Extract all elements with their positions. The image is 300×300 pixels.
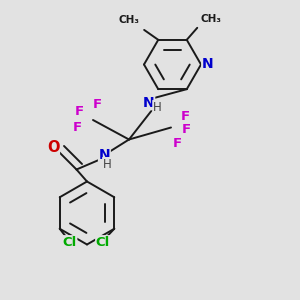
Text: F: F [93, 98, 102, 111]
Text: N: N [202, 57, 213, 71]
Text: H: H [103, 158, 112, 171]
Text: F: F [75, 105, 84, 118]
Text: F: F [181, 110, 190, 123]
Text: H: H [153, 100, 162, 114]
Text: N: N [99, 148, 110, 162]
Text: CH₃: CH₃ [118, 15, 139, 26]
Text: F: F [182, 123, 191, 136]
Text: Cl: Cl [62, 236, 77, 249]
Text: CH₃: CH₃ [200, 14, 221, 24]
Text: F: F [173, 136, 182, 150]
Text: O: O [47, 140, 59, 155]
Text: N: N [143, 96, 154, 110]
Text: F: F [73, 121, 82, 134]
Text: Cl: Cl [96, 236, 110, 249]
